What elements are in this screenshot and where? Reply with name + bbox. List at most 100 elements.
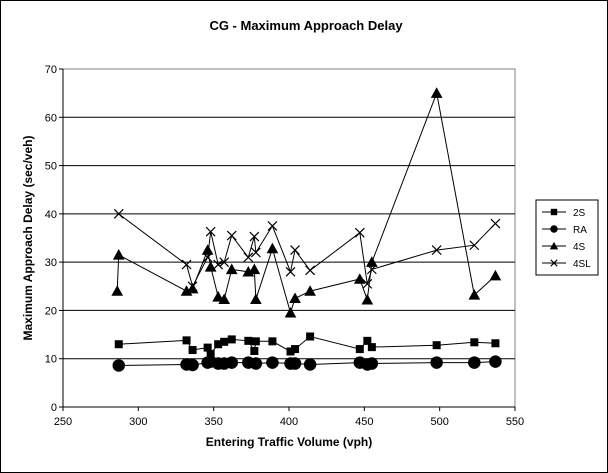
data-point-4SL [181,259,192,270]
data-point-2S [432,341,441,350]
x-tick-label: 550 [506,416,524,428]
data-point-4S [430,87,443,98]
legend-entries: 2S RA 4S 4SL [542,208,591,270]
series-4SL [113,208,501,292]
data-point-4SL [431,245,442,255]
data-point-4S [218,293,231,305]
x-tick-label: 350 [204,416,222,428]
data-point-4SL [305,265,316,276]
tick-labels: 0 10 20 30 40 50 60 70 250 300 350 400 450 500 550 [45,64,524,428]
data-point-2S [182,336,191,345]
data-point-4SL [205,226,216,237]
data-point-4SL [490,218,501,229]
data-point-RA [249,357,263,370]
data-point-4SL [187,281,198,292]
data-point-2S [244,336,253,345]
data-point-4SL [243,252,254,263]
data-point-4S [250,293,262,305]
data-point-4S [201,244,214,255]
data-point-4SL [250,247,261,258]
data-point-4S [289,292,301,304]
data-point-4SL [366,264,377,275]
data-point-RA [288,357,302,370]
legend-marker-2S [550,208,558,216]
data-point-4SL [362,278,373,289]
data-point-4S [112,249,125,260]
data-point-4SL [354,227,365,238]
data-point-4S [304,285,316,296]
data-point-RA [186,358,199,372]
data-point-2S [203,343,212,352]
data-point-4S [111,285,124,296]
y-axis-title: Maximum Approach Delay (sec/veh) [21,136,35,341]
data-point-4S [248,263,261,275]
series-layer [111,87,502,372]
data-point-2S [306,332,315,341]
legend-label: 2S [573,208,586,219]
data-point-4SL [290,245,300,255]
data-point-2S [363,336,372,345]
data-point-4SL [226,230,237,241]
data-point-4SL [213,259,224,270]
legend-label: 4SL [573,259,591,270]
data-point-RA [303,358,317,371]
data-point-2S [291,345,300,354]
data-point-RA [225,356,238,369]
legend-label: 4S [573,242,586,253]
data-point-4S [366,256,378,267]
legend-marker-4SL [550,259,558,267]
x-tick-label: 450 [355,416,373,428]
data-point-4S [225,263,238,275]
data-point-2S [206,349,215,358]
data-point-4S [266,242,279,254]
data-point-RA [489,355,502,368]
data-point-4S [186,282,199,294]
y-tick-label: 0 [51,402,57,414]
data-point-2S [268,337,277,346]
series-2S [114,332,500,358]
data-point-4S [489,269,502,281]
data-point-2S [367,343,376,352]
x-tick-label: 250 [54,416,72,428]
data-point-2S [227,335,236,344]
data-point-4S [204,261,217,272]
x-tick-label: 300 [129,416,147,428]
y-tick-label: 50 [45,161,57,173]
data-point-4SL [113,208,124,219]
series-RA [112,355,502,372]
x-tick-label: 500 [430,416,448,428]
data-point-2S [188,346,197,355]
y-tick-label: 20 [45,305,57,317]
data-point-RA [266,356,279,369]
y-tick-label: 60 [45,112,57,124]
data-point-RA [468,356,481,369]
legend-label: RA [573,225,587,236]
plot-area [62,68,516,408]
data-point-4SL [249,231,260,242]
data-point-2S [214,340,223,349]
data-point-4SL [469,240,480,251]
data-point-4SL [219,257,230,268]
legend-marker-RA [550,225,558,233]
y-tick-label: 30 [45,257,57,269]
data-point-2S [114,340,123,349]
data-point-2S [491,339,500,348]
y-tick-label: 40 [45,209,57,221]
data-point-2S [250,346,259,355]
y-tick-label: 70 [45,64,57,76]
legend-marker-4S [549,241,559,250]
data-point-4S [361,293,374,305]
y-tick-label: 10 [45,354,57,366]
x-axis-title: Entering Traffic Volume (vph) [206,435,372,449]
data-point-4SL [285,266,296,277]
data-point-4S [212,291,225,302]
data-point-2S [220,337,229,346]
data-point-2S [251,337,260,346]
data-point-2S [470,338,479,347]
data-point-RA [112,359,125,372]
data-point-4SL [202,252,213,263]
data-point-4S [468,289,481,300]
data-point-4S [353,273,366,284]
